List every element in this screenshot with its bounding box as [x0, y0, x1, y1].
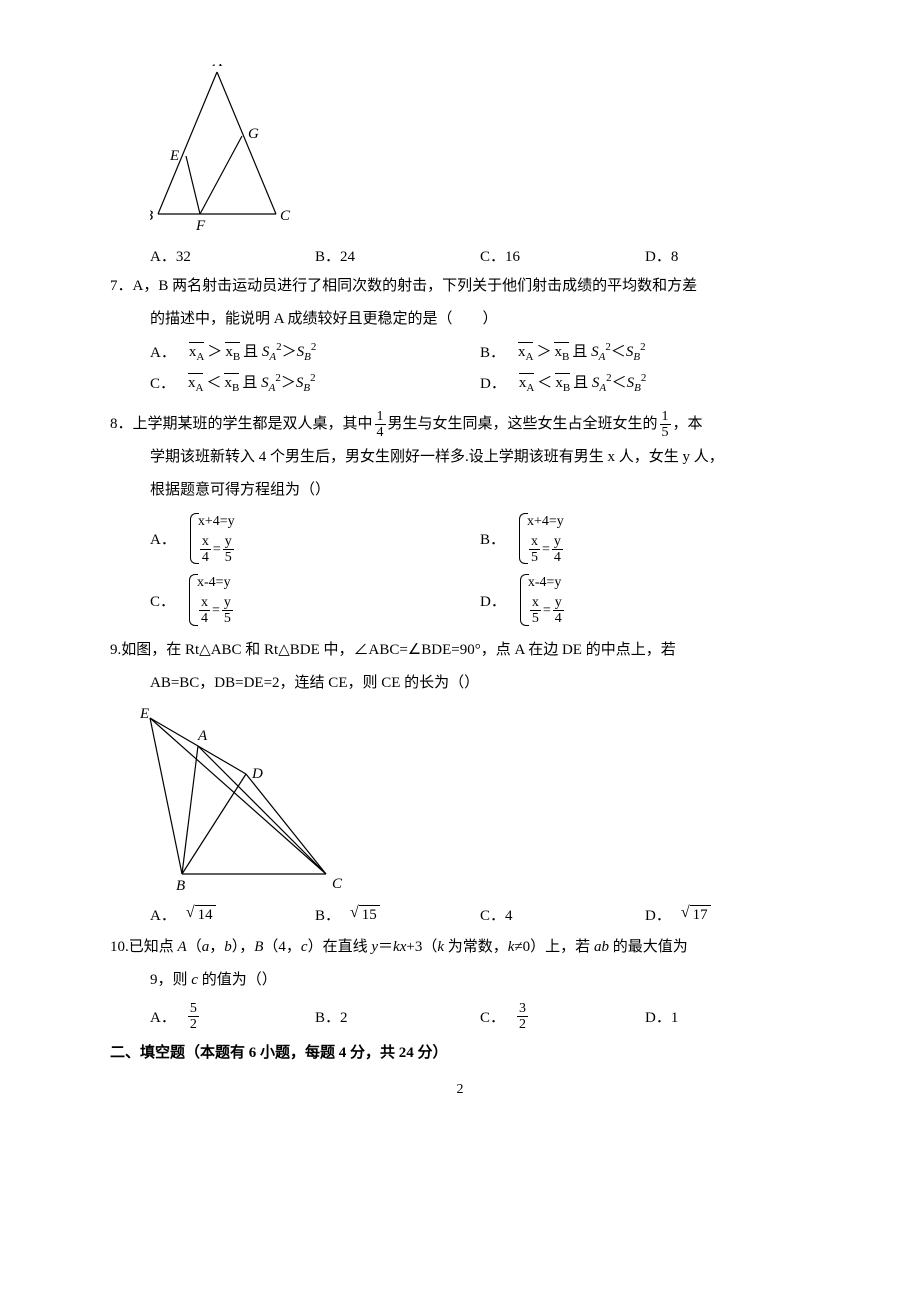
q6-figure: A B C E F G [150, 60, 810, 243]
sqrt-17: √17 [681, 905, 711, 924]
section-2-heading: 二、填空题（本题有 6 小题，每题 4 分，共 24 分） [110, 1041, 810, 1062]
q10-opt-d: D．1 [645, 1001, 810, 1033]
svg-text:B: B [176, 878, 185, 893]
sqrt-14: √14 [186, 905, 216, 924]
page-number: 2 [110, 1082, 810, 1098]
q10-line1: 已知点 A（a，b），B（4，c）在直线 y＝kx+3（k 为常数，k≠0）上，… [129, 939, 688, 955]
triangle-figure2-svg: E A D B C [140, 708, 350, 893]
q9: 9.如图，在 Rt△ABC 和 Rt△BDE 中，∠ABC=∠BDE=90°，点… [110, 634, 810, 700]
svg-text:D: D [251, 766, 263, 782]
q10-num: 10. [110, 939, 129, 955]
q9-line1: 如图，在 Rt△ABC 和 Rt△BDE 中，∠ABC=∠BDE=90°，点 A… [121, 642, 675, 658]
q8-num: 8． [110, 416, 133, 432]
svg-text:B: B [150, 208, 153, 224]
q10: 10.已知点 A（a，b），B（4，c）在直线 y＝kx+3（k 为常数，k≠0… [110, 931, 810, 997]
svg-text:E: E [140, 708, 149, 722]
q7-line1: A，B 两名射击运动员进行了相同次数的射击，下列关于他们射击成绩的平均数和方差 [133, 278, 698, 294]
svg-text:C: C [332, 876, 343, 892]
q8-opts-row1: A． x+4=y x4=y5 B． x+4=y x5=y4 [110, 511, 810, 566]
svg-text:E: E [169, 148, 179, 164]
q6-options: A．32 B．24 C．16 D．8 [110, 245, 810, 266]
frac-5-2: 52 [188, 1001, 199, 1033]
q7-opts-row2: C． xA＜xB且 SA2＞SB2 D． xA＜xB且 SA2＜SB2 [110, 371, 810, 394]
frac-3-2: 32 [517, 1001, 528, 1033]
q8-opt-b: B． x+4=y x5=y4 [480, 511, 810, 566]
q10-opt-b: B．2 [315, 1001, 480, 1033]
svg-text:A: A [197, 728, 208, 744]
q8-sys-b: x+4=y x5=y4 [515, 511, 565, 566]
q7-opts-row1: A． xA＞xB且 SA2＞SB2 B． xA＞xB且 SA2＜SB2 [110, 340, 810, 363]
q7-line2: 的描述中，能说明 A 成绩较好且更稳定的是（ ） [110, 303, 810, 336]
q8-opt-d: D． x-4=y x5=y4 [480, 572, 810, 627]
q6-opt-c: C．16 [480, 245, 645, 266]
q6-opt-b: B．24 [315, 245, 480, 266]
q9-opt-d: D． √17 [645, 904, 810, 925]
q8: 8．上学期某班的学生都是双人桌，其中14男生与女生同桌，这些女生占全班女生的15… [110, 408, 810, 507]
q9-opt-b: B． √15 [315, 904, 480, 925]
q9-figure: E A D B C [140, 704, 810, 902]
q6-opt-a: A．32 [150, 245, 315, 266]
page: A B C E F G A．32 B．24 C．16 D．8 7．A，B 两名射击运动员进… [0, 0, 920, 1138]
q6-opt-d: D．8 [645, 245, 810, 266]
q7-opt-b-expr: xA＞xB且 SA2＜SB2 [515, 340, 646, 363]
svg-text:F: F [195, 218, 206, 234]
q8-opt-a: A． x+4=y x4=y5 [150, 511, 480, 566]
q7-opt-c: C． xA＜xB且 SA2＞SB2 [150, 371, 480, 394]
q7-opt-d-expr: xA＜xB且 SA2＜SB2 [516, 371, 647, 394]
q10-options: A． 52 B．2 C． 32 D．1 [110, 1001, 810, 1033]
q7: 7．A，B 两名射击运动员进行了相同次数的射击，下列关于他们射击成绩的平均数和方… [110, 270, 810, 336]
q8-opt-c: C． x-4=y x4=y5 [150, 572, 480, 627]
q7-num: 7． [110, 278, 133, 294]
q8-opts-row2: C． x-4=y x4=y5 D． x-4=y x5=y4 [110, 572, 810, 627]
q8-line2: 学期该班新转入 4 个男生后，男女生刚好一样多.设上学期该班有男生 x 人，女生… [110, 441, 810, 474]
frac-1-4: 14 [375, 409, 386, 441]
svg-text:A: A [212, 64, 223, 70]
q8-sys-d: x-4=y x5=y4 [516, 572, 566, 627]
q10-opt-a: A． 52 [150, 1001, 315, 1033]
q10-line2: 9，则 c 的值为（） [110, 964, 810, 997]
q7-opt-a-expr: xA＞xB且 SA2＞SB2 [186, 340, 317, 363]
svg-text:C: C [280, 208, 291, 224]
q7-opt-b: B． xA＞xB且 SA2＜SB2 [480, 340, 810, 363]
q9-opt-c: C．4 [480, 904, 645, 925]
q7-opt-c-expr: xA＜xB且 SA2＞SB2 [185, 371, 316, 394]
frac-1-5: 15 [660, 409, 671, 441]
q8-line3: 根据题意可得方程组为（） [110, 474, 810, 507]
q9-opt-a: A． √14 [150, 904, 315, 925]
q8-sys-c: x-4=y x4=y5 [185, 572, 235, 627]
q9-line2: AB=BC，DB=DE=2，连结 CE，则 CE 的长为（） [110, 667, 810, 700]
q7-opt-a: A． xA＞xB且 SA2＞SB2 [150, 340, 480, 363]
q8-sys-a: x+4=y x4=y5 [186, 511, 236, 566]
q7-opt-d: D． xA＜xB且 SA2＜SB2 [480, 371, 810, 394]
svg-text:G: G [248, 126, 259, 142]
triangle-figure-svg: A B C E F G [150, 64, 300, 234]
q9-options: A． √14 B． √15 C．4 D． √17 [110, 904, 810, 925]
q10-opt-c: C． 32 [480, 1001, 645, 1033]
sqrt-15: √15 [350, 905, 380, 924]
q9-num: 9. [110, 642, 121, 658]
